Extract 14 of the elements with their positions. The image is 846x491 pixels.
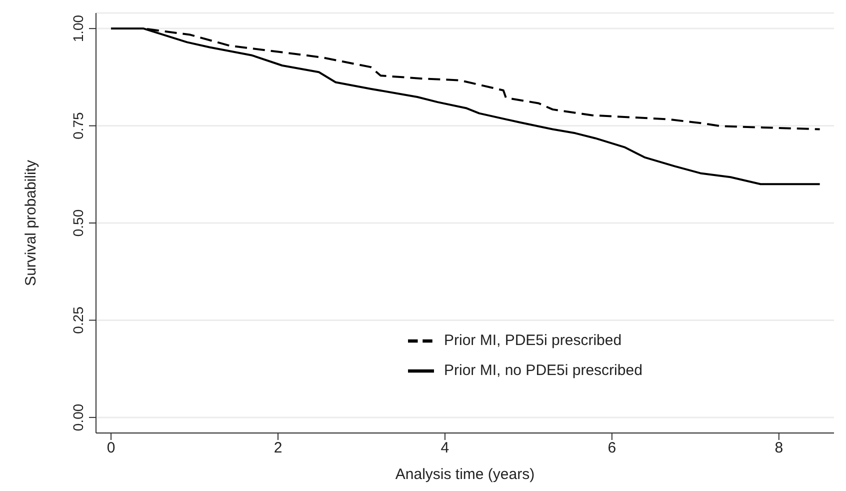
y-tick-label: 0.75 xyxy=(70,112,86,140)
x-axis-title: Analysis time (years) xyxy=(395,466,535,483)
y-tick-label: 0.25 xyxy=(70,306,86,334)
y-axis-title: Survival probability xyxy=(22,160,40,286)
x-tick-label: 2 xyxy=(274,440,282,457)
y-tick-label: 0.50 xyxy=(70,209,86,237)
x-tick-label: 4 xyxy=(440,440,450,457)
y-tick-label: 0.00 xyxy=(70,404,86,432)
x-tick-label: 6 xyxy=(608,440,616,457)
y-tick-label: 1.00 xyxy=(70,14,86,42)
legend-label: Prior MI, no PDE5i prescribed xyxy=(444,362,642,379)
x-tick-label: 8 xyxy=(774,440,784,457)
legend-label: Prior MI, PDE5i prescribed xyxy=(444,332,622,349)
x-tick-label: 0 xyxy=(106,440,116,457)
